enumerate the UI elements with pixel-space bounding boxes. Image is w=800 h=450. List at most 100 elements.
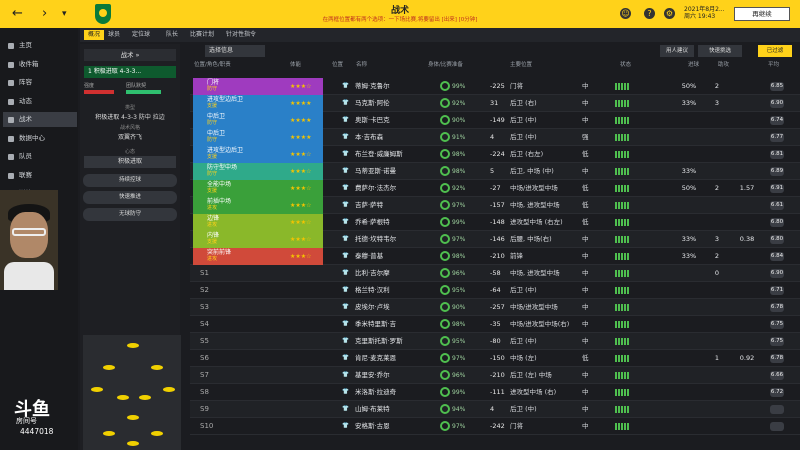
- player-name[interactable]: 季米特里斯·吉: [355, 320, 397, 328]
- sharpness-value: 31: [490, 99, 499, 107]
- back-icon[interactable]: ←: [12, 6, 23, 21]
- player-name[interactable]: 马克斯·阿伦: [355, 99, 390, 107]
- player-name[interactable]: 肯尼·麦克莱恩: [355, 354, 397, 362]
- player-row[interactable]: 内锋 支援 ★★★☆ 👕 托德·坎特韦尔 97% -146 后腰, 中场(右) 中 33% 3 0.3…: [190, 231, 800, 248]
- player-row[interactable]: S3 👕 皮埃尔·卢埃 90% -257 中场/进攻型中场 中 6.78: [190, 299, 800, 316]
- player-row[interactable]: 突前前锋 进攻 ★★★☆ 👕 泰穆·普基 98% -210 前锋中 33% 2 6.84: [190, 248, 800, 265]
- possession-button[interactable]: 持续控球: [83, 174, 177, 187]
- player-row[interactable]: S2 👕 格兰特·汉利 95% -64 后卫 (中) 中 6.71: [190, 282, 800, 299]
- player-row[interactable]: S1 👕 比利·吉尔摩 96% -58 中场, 进攻型中场 中 0 6.90: [190, 265, 800, 282]
- player-row[interactable]: 全能中场 支援 ★★★☆ 👕 费萨尔·法杰尔 92% -27 中场/进攻型中场低 50% 2 1.5…: [190, 180, 800, 197]
- role-cell[interactable]: 边锋 进攻: [193, 214, 323, 231]
- defence-button[interactable]: 无球防守: [83, 208, 177, 221]
- sidebar-item-7[interactable]: 联赛: [3, 168, 77, 183]
- sidebar-item-1[interactable]: 收件箱: [3, 57, 77, 72]
- player-dot[interactable]: [103, 431, 115, 436]
- player-dot[interactable]: [139, 395, 151, 400]
- player-row[interactable]: S7 👕 基里安·乔尔 96% -210 后卫 (左) 中场 中 6.66: [190, 367, 800, 384]
- player-dot[interactable]: [163, 387, 175, 392]
- assistant-icon[interactable]: ☺: [620, 8, 631, 19]
- settings-icon[interactable]: ⚙: [664, 8, 675, 19]
- player-name[interactable]: 山姆·布莱特: [355, 405, 390, 413]
- role-cell[interactable]: 中后卫 防守: [193, 129, 323, 146]
- player-row[interactable]: S9 👕 山姆·布莱特 94% 4 后卫 (中) 中: [190, 401, 800, 418]
- sidebar-item-6[interactable]: 队员: [3, 149, 77, 164]
- player-dot[interactable]: [127, 441, 139, 446]
- player-row[interactable]: S4 👕 季米特里斯·吉 98% -35 中场/进攻型中场(右) 中 6.75: [190, 316, 800, 333]
- forward-icon[interactable]: ›: [42, 6, 48, 21]
- role-cell[interactable]: 中后卫 防守: [193, 112, 323, 129]
- player-row[interactable]: S8 👕 米洛斯·拉迪奇 99% -111 进攻型中场 (右) 中 6.72: [190, 384, 800, 401]
- player-name[interactable]: 皮埃尔·卢埃: [355, 303, 390, 311]
- player-row[interactable]: 中后卫 防守 ★★★★ 👕 本·吉布森 91% 4 后卫 (中) 强 6.77: [190, 129, 800, 146]
- player-name[interactable]: 布兰登·威廉姆斯: [355, 150, 403, 158]
- tactic-selector[interactable]: 1 积极进取 4-3-3...: [84, 66, 176, 78]
- role-cell[interactable]: 全能中场 支援: [193, 180, 323, 197]
- tab-1[interactable]: 球员: [108, 31, 121, 38]
- player-name[interactable]: 托德·坎特韦尔: [355, 235, 397, 243]
- player-name[interactable]: 安格斯·古恩: [355, 422, 390, 430]
- player-name[interactable]: 吉萨·萨特: [355, 201, 384, 209]
- shirt-icon: 👕: [342, 389, 349, 395]
- role-cell[interactable]: 防守型中场 防守: [193, 163, 323, 180]
- player-dot[interactable]: [127, 343, 139, 348]
- tab-3[interactable]: 队长: [166, 31, 179, 38]
- dropdown-icon[interactable]: ▾: [62, 9, 67, 19]
- player-row[interactable]: 边锋 进攻 ★★★☆ 👕 乔希·萨根特 99% -148 进攻型中场 (右左) 低 6.80: [190, 214, 800, 231]
- role-cell[interactable]: 前插中场 进攻: [193, 197, 323, 214]
- player-row[interactable]: 中后卫 防守 ★★★★ 👕 奥斯·卡巴克 90% -149 后卫 (中) 中 6.74: [190, 112, 800, 129]
- player-dot[interactable]: [151, 365, 163, 370]
- player-dot[interactable]: [91, 387, 103, 392]
- tactic-header[interactable]: 战术 »: [84, 49, 176, 61]
- player-row[interactable]: 防守型中场 防守 ★★★☆ 👕 马蒂亚斯·诺曼 98% 5 后卫, 中场 (中) 中 33% 6.8…: [190, 163, 800, 180]
- continue-button[interactable]: 再继续: [734, 7, 790, 21]
- player-name[interactable]: 格兰特·汉利: [355, 286, 390, 294]
- player-name[interactable]: 乔希·萨根特: [355, 218, 390, 226]
- player-dot[interactable]: [151, 431, 163, 436]
- role-cell[interactable]: 突前前锋 进攻: [193, 248, 323, 265]
- role-cell[interactable]: 门将 防守: [193, 78, 323, 95]
- player-row[interactable]: 进攻型边后卫 支援 ★★★★ 👕 马克斯·阿伦 92% 31 后卫 (右) 中 33% 3 6.90: [190, 95, 800, 112]
- sidebar-label: 数据中心: [19, 133, 45, 142]
- player-row[interactable]: S10 👕 安格斯·古恩 97% -242 门将 中: [190, 418, 800, 435]
- fast-attack-button[interactable]: 快速推进: [83, 191, 177, 204]
- role-cell[interactable]: 内锋 支援: [193, 231, 323, 248]
- player-row[interactable]: 门将 防守 ★★★☆ 👕 蒂姆·克鲁尔 99% -225 门将中 50% 2 6.85: [190, 78, 800, 95]
- player-name[interactable]: 米洛斯·拉迪奇: [355, 388, 397, 396]
- player-dot[interactable]: [117, 395, 129, 400]
- role-cell[interactable]: 进攻型边后卫 支援: [193, 95, 323, 112]
- sharpness-value: 5: [490, 167, 495, 175]
- select-info-dropdown[interactable]: 选择信息: [205, 45, 265, 57]
- mindset-select[interactable]: 积极进取: [84, 156, 176, 168]
- sidebar-item-3[interactable]: 动态: [3, 94, 77, 109]
- player-row[interactable]: 前插中场 进攻 ★★★☆ 👕 吉萨·萨特 97% -157 中场, 进攻型中场低 6.61: [190, 197, 800, 214]
- player-row[interactable]: S5 👕 克里斯托斯·罗斯 95% -80 后卫 (中) 中 6.75: [190, 333, 800, 350]
- player-name[interactable]: 本·吉布森: [355, 133, 384, 141]
- sidebar-item-5[interactable]: 数据中心: [3, 131, 77, 146]
- player-row[interactable]: 进攻型边后卫 支援 ★★★☆ 👕 布兰登·威廉姆斯 98% -224 后卫 (右左) 低 6.81: [190, 146, 800, 163]
- sidebar-item-2[interactable]: 阵容: [3, 75, 77, 90]
- player-name[interactable]: 克里斯托斯·罗斯: [355, 337, 403, 345]
- sidebar-item-4[interactable]: 战术: [3, 112, 77, 127]
- player-name[interactable]: 泰穆·普基: [355, 252, 384, 260]
- tab-4[interactable]: 比赛计划: [190, 31, 215, 38]
- player-name[interactable]: 奥斯·卡巴克: [355, 116, 390, 124]
- player-name[interactable]: 费萨尔·法杰尔: [355, 184, 397, 192]
- club-crest[interactable]: [94, 3, 112, 25]
- role-cell[interactable]: 进攻型边后卫 支援: [193, 146, 323, 163]
- player-dot[interactable]: [103, 365, 115, 370]
- sidebar-item-0[interactable]: 主页: [3, 38, 77, 53]
- tab-5[interactable]: 针对性指令: [226, 31, 257, 38]
- player-name[interactable]: 比利·吉尔摩: [355, 269, 390, 277]
- player-dot[interactable]: [127, 415, 139, 420]
- advice-button[interactable]: 用人建议: [660, 45, 694, 57]
- quick-pick-button[interactable]: 快速挑选: [698, 45, 742, 57]
- player-name[interactable]: 基里安·乔尔: [355, 371, 390, 379]
- player-row[interactable]: S6 👕 肯尼·麦克莱恩 97% -150 中场 (左) 低 1 0.92 6.78: [190, 350, 800, 367]
- player-name[interactable]: 蒂姆·克鲁尔: [355, 82, 390, 90]
- player-name[interactable]: 马蒂亚斯·诺曼: [355, 167, 397, 175]
- tab-2[interactable]: 定位球: [132, 31, 151, 38]
- help-icon[interactable]: ?: [644, 8, 655, 19]
- tab-0[interactable]: 概况: [84, 30, 105, 40]
- filtered-button[interactable]: 已过滤: [758, 45, 792, 57]
